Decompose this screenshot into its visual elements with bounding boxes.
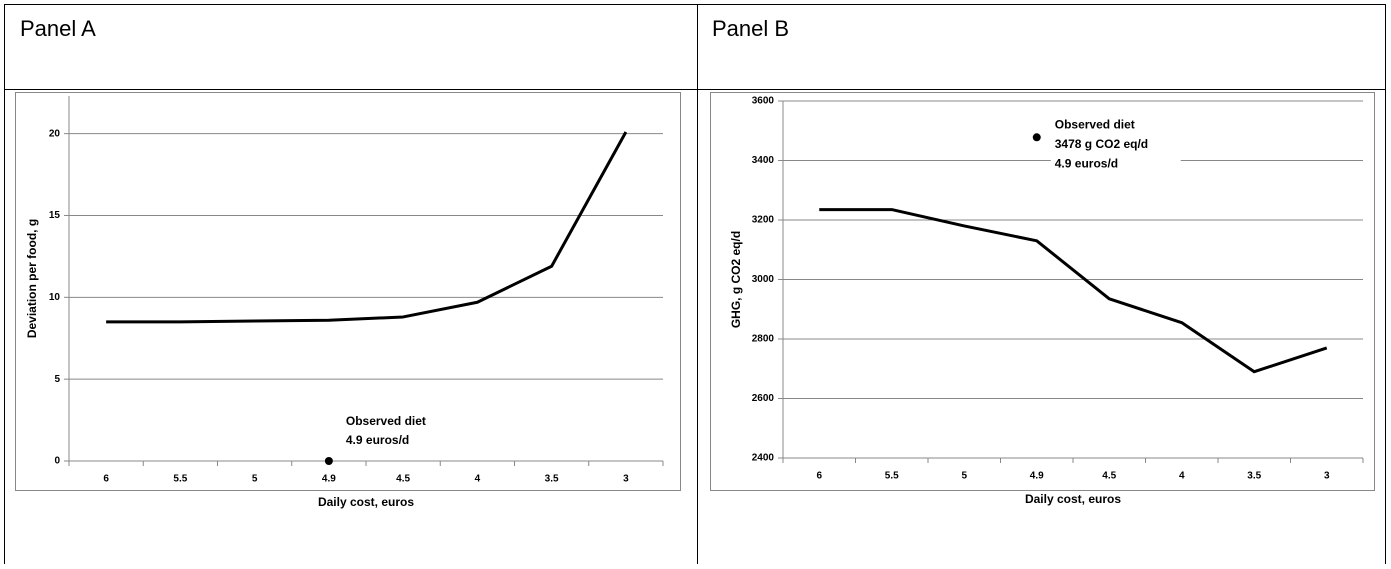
x-tick-label: 4: [475, 474, 481, 485]
panel-title: Panel A: [20, 16, 96, 41]
y-tick-label: 3400: [752, 155, 775, 166]
y-tick-label: 0: [54, 456, 60, 467]
x-axis-label: Daily cost, euros: [1025, 492, 1121, 506]
x-tick-label: 6: [816, 471, 822, 482]
observed-point: [324, 457, 333, 465]
annotation-text: 4.9 euros/d: [346, 433, 409, 447]
y-tick-label: 3600: [752, 96, 775, 107]
panel-title: Panel B: [712, 16, 789, 41]
table-border: [4, 4, 1386, 569]
x-tick-label: 3.5: [1247, 471, 1261, 482]
x-tick-label: 4.5: [396, 474, 410, 485]
x-tick-label: 3: [623, 474, 629, 485]
annotation-text: Observed diet: [1055, 117, 1135, 131]
y-tick-label: 2800: [752, 334, 775, 345]
y-axis-label: Deviation per food, g: [25, 219, 39, 338]
x-tick-label: 3.5: [545, 474, 559, 485]
x-tick-label: 4.9: [322, 474, 336, 485]
x-axis-label: Daily cost, euros: [318, 495, 414, 509]
data-line: [819, 208, 1328, 374]
x-tick-label: 5.5: [885, 471, 899, 482]
x-tick-label: 4.5: [1102, 471, 1116, 482]
y-tick-label: 10: [49, 292, 61, 303]
y-tick-label: 20: [49, 128, 61, 139]
x-tick-label: 6: [103, 474, 109, 485]
y-tick-label: 5: [54, 374, 60, 385]
y-tick-label: 2400: [752, 453, 775, 464]
x-tick-label: 4.9: [1030, 471, 1044, 482]
y-tick-label: 2600: [752, 393, 775, 404]
y-tick-label: 3000: [752, 274, 775, 285]
annotation-text: Observed diet: [346, 414, 426, 428]
x-tick-label: 5: [252, 474, 258, 485]
chart-frame: [710, 92, 1375, 491]
observed-point: [1032, 133, 1041, 142]
y-axis-label: GHG, g CO2 eq/d: [729, 231, 743, 328]
annotation-text: 4.9 euros/d: [1055, 156, 1118, 170]
x-tick-label: 4: [1179, 471, 1185, 482]
annotation-background: [341, 412, 472, 451]
annotation-background: [1050, 115, 1181, 175]
y-tick-label: 15: [49, 210, 61, 221]
data-line: [106, 131, 628, 324]
x-tick-label: 3: [1324, 471, 1330, 482]
x-tick-label: 5.5: [173, 474, 187, 485]
annotation-text: 3478 g CO2 eq/d: [1055, 137, 1148, 151]
y-tick-label: 3200: [752, 215, 775, 226]
x-tick-label: 5: [961, 471, 967, 482]
